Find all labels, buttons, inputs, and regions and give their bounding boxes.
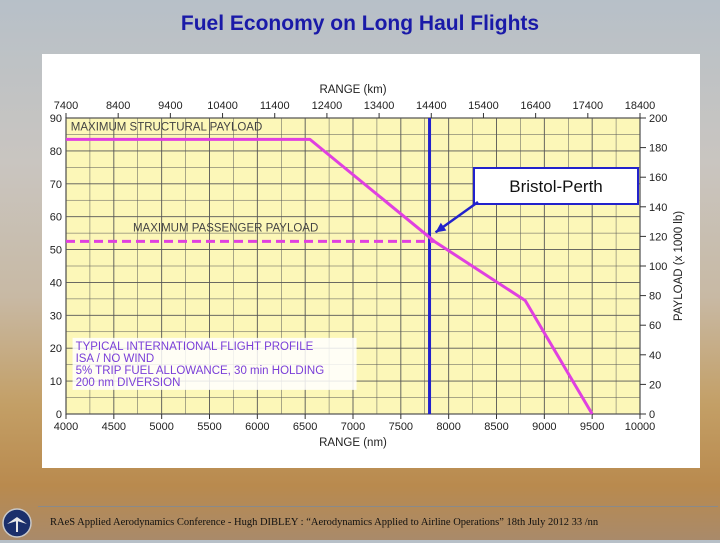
y2-tick-label: 60 — [649, 320, 661, 332]
y-tick-label: 30 — [50, 310, 62, 322]
x-tick-label: 5000 — [149, 421, 173, 433]
y-tick-label: 60 — [50, 212, 62, 224]
payload-range-chart: 4000 4500 5000 5500 6000 6500 7000 7500 8000 8500… — [27, 84, 685, 449]
y2-tick-label: 180 — [649, 143, 667, 155]
profile-note-line: ISA / NO WIND — [76, 353, 155, 365]
y-tick-label: 40 — [50, 277, 62, 289]
x2-tick-label: 11400 — [260, 100, 290, 112]
series-label-structural: MAXIMUM STRUCTURAL PAYLOAD — [71, 121, 262, 133]
y2-tick-label: 40 — [649, 350, 661, 362]
x2-tick-label: 13400 — [364, 100, 395, 112]
y-tick-label: 20 — [50, 343, 62, 355]
x2-tick-label: 18400 — [625, 100, 656, 112]
y-tick-label: 70 — [50, 179, 62, 191]
x-tick-label: 6500 — [293, 421, 317, 433]
y-tick-label: 50 — [50, 245, 62, 257]
profile-note-line: 5% TRIP FUEL ALLOWANCE, 30 min HOLDING — [76, 365, 325, 377]
series-label-passenger: MAXIMUM PASSENGER PAYLOAD — [133, 222, 318, 234]
y2-tick-label: 160 — [649, 172, 667, 184]
y2-axis-title: PAYLOAD (x 1000 lb) — [673, 211, 685, 321]
x-tick-label: 9000 — [532, 421, 556, 433]
x2-tick-label: 12400 — [312, 100, 343, 112]
x2-tick-label: 7400 — [54, 100, 78, 112]
x-tick-label: 4000 — [54, 421, 78, 433]
y-tick-label: 10 — [50, 376, 62, 388]
x2-axis-title: RANGE (km) — [319, 84, 386, 96]
annotation-arrow-head — [435, 222, 447, 233]
slide-title: Fuel Economy on Long Haul Flights — [180, 12, 540, 35]
footer-text: RAeS Applied Aerodynamics Conference - H… — [50, 517, 599, 528]
x-tick-label: 7000 — [341, 421, 365, 433]
y2-tick-label: 100 — [649, 261, 667, 273]
y2-tick-label: 20 — [649, 379, 661, 391]
y2-tick-label: 0 — [649, 409, 655, 421]
y2-tick-label: 80 — [649, 291, 661, 303]
y2-tick-label: 140 — [649, 202, 667, 214]
profile-note-line: TYPICAL INTERNATIONAL FLIGHT PROFILE — [76, 341, 314, 353]
x2-tick-label: 10400 — [207, 100, 238, 112]
footer-divider — [38, 506, 718, 507]
annotation-box — [473, 167, 639, 205]
profile-note-box — [72, 337, 357, 390]
x2-tick-label: 15400 — [468, 100, 499, 112]
x2-tick-label: 8400 — [106, 100, 130, 112]
x-tick-label: 9500 — [580, 421, 604, 433]
x2-tick-label: 16400 — [520, 100, 551, 112]
x-tick-label: 8000 — [436, 421, 460, 433]
chart-panel: 4000 4500 5000 5500 6000 6500 7000 7500 8000 8500… — [27, 54, 700, 468]
y-tick-label: 80 — [50, 146, 62, 158]
x-tick-label: 10000 — [625, 421, 656, 433]
x2-tick-label: 14400 — [416, 100, 447, 112]
x2-tick-label: 9400 — [158, 100, 182, 112]
x2-tick-label: 17400 — [573, 100, 604, 112]
y2-tick-label: 120 — [649, 231, 667, 243]
x-axis-title: RANGE (nm) — [319, 437, 387, 449]
x-tick-label: 5500 — [197, 421, 221, 433]
profile-note-line: 200 nm DIVERSION — [76, 377, 181, 389]
y-tick-label: 0 — [56, 409, 62, 421]
y-tick-label: 90 — [50, 113, 62, 125]
x-tick-label: 8500 — [484, 421, 508, 433]
x-tick-label: 6000 — [245, 421, 269, 433]
raes-emblem-icon — [2, 508, 32, 538]
x-tick-label: 4500 — [102, 421, 126, 433]
annotation-label: Bristol-Perth — [509, 177, 603, 196]
x-tick-label: 7500 — [389, 421, 413, 433]
y2-tick-label: 200 — [649, 113, 667, 125]
